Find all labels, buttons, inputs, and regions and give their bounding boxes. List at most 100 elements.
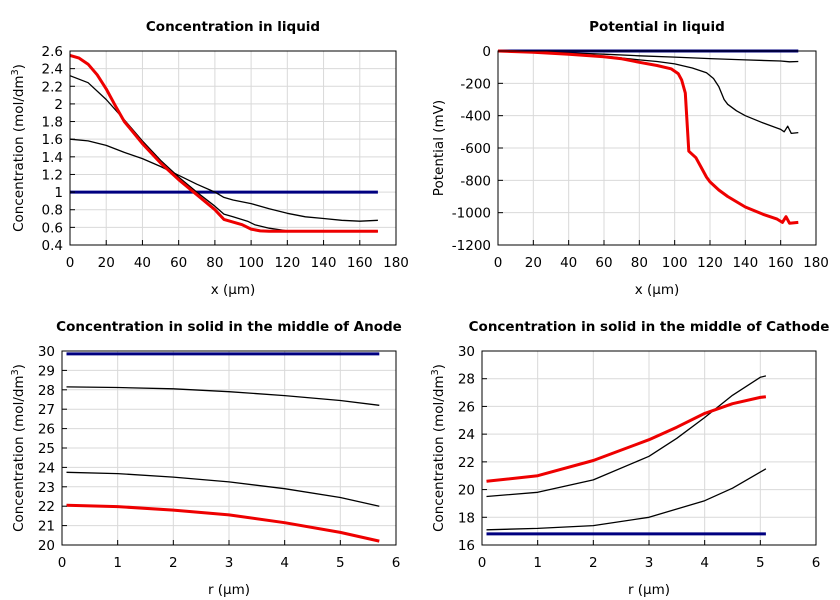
x-tick-label: 1 (533, 555, 542, 571)
x-tick-label: 0 (66, 255, 75, 271)
x-axis-label: x (µm) (211, 282, 256, 298)
x-axis-label: x (µm) (635, 282, 680, 298)
y-axis-label-main: Concentration (mol/dm (431, 375, 447, 532)
y-axis-label-main: Concentration (mol/dm (11, 375, 27, 532)
x-tick-label: 100 (662, 255, 688, 271)
y-tick-label: 23 (38, 480, 55, 496)
y-tick-label: 26 (458, 399, 475, 415)
x-tick-label: 20 (98, 255, 115, 271)
x-tick-label: 180 (803, 255, 829, 271)
x-tick-label: 0 (494, 255, 503, 271)
x-tick-label: 60 (170, 255, 187, 271)
y-axis-label-end: ) (11, 364, 27, 369)
x-tick-label: 20 (525, 255, 542, 271)
y-tick-label: 28 (458, 372, 475, 388)
series-line-2 (66, 386, 380, 406)
y-tick-label: 25 (38, 441, 55, 457)
x-tick-label: 2 (589, 555, 598, 571)
y-tick-label: 0.6 (42, 220, 63, 236)
series-line-4 (498, 49, 799, 225)
x-tick-label: 40 (134, 255, 151, 271)
x-tick-label: 3 (645, 555, 654, 571)
y-axis-label: Concentration (mol/dm3) (10, 364, 28, 532)
y-tick-label: 0 (482, 44, 491, 60)
x-tick-label: 0 (478, 555, 487, 571)
y-tick-label: -600 (460, 141, 491, 157)
y-tick-label: 30 (38, 344, 55, 360)
y-tick-label: 1.6 (42, 132, 63, 148)
y-tick-label: -400 (460, 109, 491, 125)
y-axis-label-sup: 3 (10, 369, 21, 375)
x-tick-label: 180 (383, 255, 409, 271)
chart-panel-3: 0 1 2 3 4 5 62021222324252627282930Concentrati… (10, 319, 402, 598)
y-tick-label: 26 (38, 422, 55, 438)
x-tick-label: 2 (169, 555, 178, 571)
y-tick-label: 27 (38, 402, 55, 418)
y-tick-label: 20 (458, 483, 475, 499)
series-line-3 (70, 75, 378, 232)
x-tick-label: 120 (274, 255, 300, 271)
y-tick-label: 2 (54, 97, 63, 113)
x-tick-label: 80 (206, 255, 223, 271)
chart-title: Concentration in solid in the middle of … (56, 319, 402, 335)
x-tick-label: 160 (347, 255, 373, 271)
x-tick-label: 120 (697, 255, 723, 271)
y-tick-label: 0.4 (42, 238, 63, 254)
y-tick-label: 24 (38, 460, 55, 476)
y-tick-label: 24 (458, 427, 475, 443)
x-tick-label: 5 (756, 555, 765, 571)
y-tick-label: 16 (458, 538, 475, 554)
x-tick-label: 5 (336, 555, 345, 571)
chart-title: Concentration in solid in the middle of … (469, 319, 830, 335)
y-axis-label-end: ) (11, 64, 27, 69)
y-tick-label: -200 (460, 76, 491, 92)
x-tick-label: 40 (560, 255, 577, 271)
x-tick-label: 6 (812, 555, 821, 571)
y-tick-label: 2.6 (42, 44, 63, 60)
series-line-4 (66, 503, 380, 543)
y-axis-label: Potential (mV) (431, 100, 447, 196)
y-axis-label-main: Potential (mV) (431, 100, 447, 196)
y-tick-label: 0.8 (42, 203, 63, 219)
x-tick-label: 4 (700, 555, 709, 571)
y-tick-label: -800 (460, 173, 491, 189)
series-line-2 (70, 138, 378, 222)
series-line-3 (66, 471, 380, 507)
x-tick-label: 1 (113, 555, 122, 571)
y-tick-label: 20 (38, 538, 55, 554)
x-tick-label: 80 (631, 255, 648, 271)
y-tick-label: 22 (38, 499, 55, 515)
chart-panel-4: 0 1 2 3 4 5 6 16 18 20 22 24 26 28 30 Concentration in … (430, 319, 830, 598)
y-axis-label: Concentration (mol/dm3) (430, 364, 448, 532)
x-tick-label: 6 (392, 555, 401, 571)
y-tick-label: 30 (458, 344, 475, 360)
x-tick-label: 100 (238, 255, 264, 271)
x-axis-label: r (µm) (208, 582, 250, 598)
series-line-4 (486, 395, 767, 483)
x-tick-label: 140 (311, 255, 337, 271)
series-line-3 (486, 375, 767, 498)
y-tick-label: 1.8 (42, 115, 63, 131)
y-tick-label: 2.2 (42, 79, 63, 95)
y-tick-label: 2.4 (42, 62, 63, 78)
y-tick-label: 22 (458, 455, 475, 471)
y-axis-label-main: Concentration (mol/dm (11, 75, 27, 232)
chart-panel-2: 0 20 40 60 80 100 120 140 160 180 -1200 -1000 -800 -6… (431, 19, 829, 298)
y-tick-label: -1200 (452, 238, 491, 254)
y-tick-label: 18 (458, 510, 475, 526)
y-tick-label: -1000 (452, 206, 491, 222)
x-tick-label: 3 (225, 555, 234, 571)
y-tick-label: 21 (38, 519, 55, 535)
x-axis-label: r (µm) (628, 582, 670, 598)
y-axis-label-sup: 3 (430, 369, 441, 375)
y-tick-label: 1.4 (42, 150, 63, 166)
x-tick-label: 160 (768, 255, 794, 271)
x-tick-label: 0 (58, 555, 67, 571)
chart-title: Potential in liquid (589, 19, 725, 35)
y-axis-label: Concentration (mol/dm3) (10, 64, 28, 232)
series-line-2 (486, 468, 767, 531)
x-tick-label: 4 (280, 555, 289, 571)
series-line-4 (70, 53, 378, 233)
y-axis-label-end: ) (431, 364, 447, 369)
